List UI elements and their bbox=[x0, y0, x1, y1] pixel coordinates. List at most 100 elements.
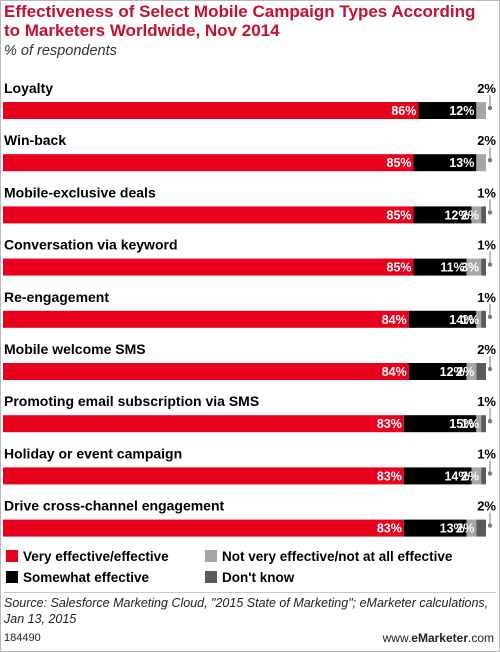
legend-label: Not very effective/not at all effective bbox=[222, 549, 453, 564]
bar-segment bbox=[481, 310, 486, 328]
brand-link[interactable]: www.eMarketer.com bbox=[383, 631, 494, 645]
data-label: 15% bbox=[449, 417, 474, 431]
bar-segment bbox=[481, 415, 486, 433]
bar-segment bbox=[466, 519, 477, 537]
bar-segment bbox=[471, 467, 482, 485]
legend-divider bbox=[4, 592, 496, 593]
data-label: 2% bbox=[461, 469, 479, 483]
data-label: 2% bbox=[461, 208, 479, 222]
chart-title: Effectiveness of Select Mobile Campaign … bbox=[4, 2, 476, 40]
leader-dot bbox=[487, 314, 493, 319]
bar-segment bbox=[476, 102, 486, 119]
category-label: Re-engagement bbox=[4, 289, 109, 305]
legend-label: Somewhat effective bbox=[23, 570, 150, 585]
bar-segment bbox=[466, 258, 482, 276]
leader-dot bbox=[487, 158, 493, 163]
data-label: 85% bbox=[387, 208, 412, 222]
data-label: 2% bbox=[456, 522, 474, 536]
bar-segment bbox=[481, 258, 486, 276]
bar-segment bbox=[3, 415, 404, 433]
category-label: Promoting email subscription via SMS bbox=[4, 393, 259, 409]
data-label-top: 1% bbox=[477, 185, 496, 200]
leader-dot bbox=[487, 262, 493, 267]
chart-id: 184490 bbox=[4, 632, 41, 644]
data-label: 83% bbox=[377, 417, 402, 431]
bar-segment bbox=[408, 363, 467, 380]
bar-segment bbox=[481, 467, 486, 485]
category-label: Holiday or event campaign bbox=[4, 445, 182, 461]
data-label: 86% bbox=[391, 104, 416, 118]
data-label: 84% bbox=[382, 313, 407, 327]
data-label: 14% bbox=[444, 469, 469, 483]
bar-segment bbox=[403, 415, 477, 433]
leader-dot bbox=[487, 419, 493, 424]
legend-swatch bbox=[6, 550, 18, 562]
category-label: Loyalty bbox=[4, 80, 53, 96]
data-label: 84% bbox=[382, 365, 407, 379]
legend-label: Very effective/effective bbox=[23, 549, 169, 564]
bar-segment bbox=[471, 206, 482, 224]
data-label-top: 2% bbox=[477, 499, 496, 514]
bar-segment bbox=[3, 206, 414, 224]
data-label-top: 1% bbox=[477, 446, 496, 461]
data-label-top: 2% bbox=[477, 81, 496, 96]
bar-segment bbox=[3, 154, 414, 172]
legend-swatch bbox=[6, 571, 18, 583]
bar-segment bbox=[3, 102, 419, 119]
data-label: 3% bbox=[461, 261, 479, 275]
leader-dot bbox=[487, 210, 493, 215]
data-label: 1% bbox=[461, 313, 479, 327]
data-label: 85% bbox=[387, 156, 412, 170]
data-label: 13% bbox=[449, 156, 474, 170]
bar-segment bbox=[413, 206, 472, 224]
bar-segment bbox=[476, 519, 486, 537]
bar-segment bbox=[3, 258, 414, 276]
category-label: Mobile-exclusive deals bbox=[4, 184, 156, 200]
bar-segment bbox=[413, 154, 477, 172]
bar-segment bbox=[3, 467, 404, 485]
data-label-top: 2% bbox=[477, 342, 496, 357]
data-label: 2% bbox=[456, 365, 474, 379]
bar-segment bbox=[3, 310, 409, 328]
leader-dot bbox=[487, 105, 493, 111]
bar-segment bbox=[3, 519, 404, 537]
legend-swatch bbox=[205, 571, 217, 583]
bar-segment bbox=[481, 206, 486, 224]
data-label-top: 1% bbox=[477, 394, 496, 409]
category-label: Mobile welcome SMS bbox=[4, 341, 146, 357]
bar-segment bbox=[476, 363, 486, 380]
category-label: Drive cross-channel engagement bbox=[4, 498, 225, 514]
brand-name: eMarketer bbox=[411, 631, 468, 645]
category-label: Win-back bbox=[4, 132, 66, 148]
data-label: 83% bbox=[377, 469, 402, 483]
bar-segment bbox=[466, 363, 477, 380]
leader-dot bbox=[487, 366, 493, 372]
data-label: 11% bbox=[440, 261, 464, 275]
data-label: 1% bbox=[461, 417, 479, 431]
bar-segment bbox=[413, 258, 467, 276]
chart-subtitle: % of respondents bbox=[4, 43, 117, 59]
bar-segment bbox=[476, 154, 486, 172]
data-label: 12% bbox=[449, 104, 474, 118]
brand-suffix: .com bbox=[467, 631, 494, 645]
bar-segment bbox=[403, 467, 472, 485]
bar-segment bbox=[3, 363, 409, 380]
data-label-top: 1% bbox=[477, 290, 496, 305]
leader-dot bbox=[487, 471, 493, 476]
legend-label: Don't know bbox=[222, 570, 295, 585]
leader-dot bbox=[487, 523, 493, 528]
data-label-top: 1% bbox=[477, 238, 496, 253]
data-label-top: 2% bbox=[477, 133, 496, 148]
bar-segment bbox=[408, 310, 477, 328]
bar-segment bbox=[476, 415, 482, 433]
legend-swatch bbox=[205, 550, 217, 562]
source-note: Source: Salesforce Marketing Cloud, "201… bbox=[4, 596, 489, 626]
brand-prefix: www. bbox=[382, 631, 412, 645]
bar-segment bbox=[418, 102, 477, 119]
data-label: 12% bbox=[444, 208, 469, 222]
category-label: Conversation via keyword bbox=[4, 237, 178, 253]
bar-segment bbox=[476, 310, 482, 328]
data-label: 83% bbox=[377, 522, 402, 536]
bar-segment bbox=[403, 519, 467, 537]
